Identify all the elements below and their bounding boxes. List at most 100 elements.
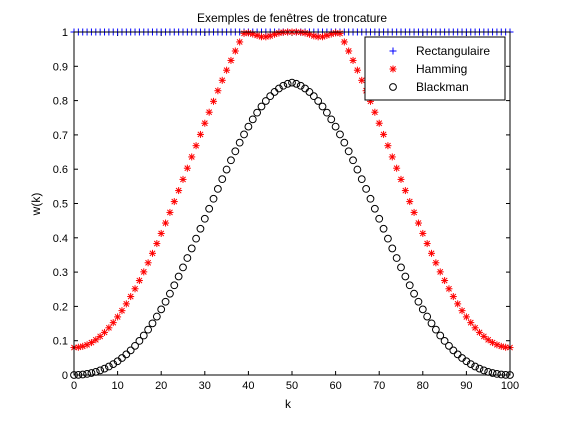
- point-blackman-87: [449, 346, 458, 355]
- y-tick-label-1: 0.1: [53, 336, 68, 348]
- point-hamming-4: [87, 339, 95, 347]
- point-hamming-40: [244, 29, 252, 37]
- point-hamming-71: [380, 130, 388, 138]
- point-hamming-12: [122, 300, 130, 308]
- point-blackman-47: [275, 84, 283, 93]
- point-hamming-34: [218, 76, 226, 84]
- point-hamming-63: [345, 47, 353, 55]
- point-hamming-76: [401, 187, 409, 195]
- point-blackman-26: [183, 254, 192, 262]
- point-blackman-39: [240, 130, 248, 139]
- point-hamming-20: [157, 229, 165, 237]
- point-hamming-36: [227, 56, 235, 64]
- point-hamming-11: [118, 307, 126, 315]
- point-blackman-76: [401, 272, 410, 281]
- x-axis-label: k: [285, 397, 292, 411]
- x-tick-label-8: 80: [417, 380, 429, 392]
- point-hamming-98: [497, 342, 505, 350]
- x-tick-label-5: 50: [286, 380, 298, 392]
- point-hamming-1: [74, 343, 82, 351]
- point-blackman-43: [257, 102, 266, 111]
- point-blackman-66: [357, 175, 366, 184]
- point-hamming-55: [310, 32, 318, 40]
- point-blackman-33: [213, 184, 222, 193]
- point-hamming-32: [210, 97, 218, 105]
- point-hamming-22: [166, 208, 174, 216]
- legend-label-blackman: Blackman: [416, 80, 469, 94]
- point-blackman-19: [152, 312, 161, 321]
- point-blackman-40: [244, 122, 253, 131]
- legend-box: [364, 36, 506, 101]
- point-hamming-13: [127, 293, 135, 301]
- point-hamming-8: [105, 324, 113, 332]
- point-blackman-37: [231, 147, 240, 156]
- point-blackman-72: [384, 234, 392, 243]
- point-hamming-88: [454, 300, 462, 308]
- legend-label-hamming: Hamming: [416, 62, 467, 76]
- point-blackman-51: [292, 79, 301, 88]
- point-blackman-35: [222, 165, 231, 174]
- point-blackman-25: [179, 263, 187, 272]
- point-blackman-27: [187, 244, 196, 253]
- point-hamming-65: [353, 66, 361, 74]
- point-blackman-28: [192, 234, 200, 243]
- legend-entries: Rectangulaire Hamming Blackman: [389, 44, 490, 94]
- point-blackman-7: [100, 364, 109, 373]
- point-hamming-74: [393, 164, 401, 172]
- point-hamming-15: [135, 277, 143, 285]
- point-blackman-58: [322, 108, 331, 117]
- point-hamming-87: [449, 293, 457, 301]
- point-hamming-19: [153, 240, 161, 248]
- series-hamming: [70, 28, 514, 352]
- legend-marker-hamming: [389, 65, 397, 73]
- point-blackman-70: [375, 214, 384, 223]
- point-blackman-97: [493, 370, 501, 378]
- point-hamming-21: [162, 219, 170, 227]
- point-blackman-60: [331, 122, 340, 131]
- point-blackman-83: [431, 325, 440, 334]
- point-hamming-69: [371, 108, 379, 116]
- point-hamming-91: [467, 319, 475, 327]
- point-blackman-69: [370, 204, 379, 213]
- y-tick-label-9: 0.9: [53, 61, 68, 73]
- point-hamming-70: [375, 119, 383, 127]
- point-hamming-30: [201, 119, 209, 127]
- point-blackman-52: [296, 81, 305, 90]
- x-tick-label-9: 90: [460, 380, 472, 392]
- point-blackman-67: [362, 184, 371, 193]
- point-blackman-23: [170, 281, 179, 290]
- point-blackman-50: [288, 78, 296, 87]
- legend-marker-blackman: [389, 83, 397, 91]
- point-hamming-28: [192, 142, 200, 150]
- point-blackman-80: [418, 305, 427, 314]
- point-blackman-4: [87, 369, 96, 377]
- point-hamming-84: [436, 268, 444, 276]
- point-blackman-84: [436, 331, 445, 340]
- point-blackman-8: [104, 362, 113, 371]
- point-blackman-63: [344, 147, 353, 156]
- point-hamming-93: [475, 328, 483, 336]
- point-blackman-18: [148, 319, 157, 328]
- point-blackman-96: [488, 369, 497, 377]
- point-hamming-94: [480, 332, 488, 340]
- y-tick-label-2: 0.2: [53, 301, 68, 313]
- point-hamming-37: [231, 47, 239, 55]
- point-blackman-3: [83, 370, 91, 378]
- point-blackman-22: [166, 289, 174, 298]
- point-blackman-74: [392, 254, 401, 262]
- point-blackman-34: [218, 175, 227, 184]
- point-blackman-94: [479, 366, 488, 375]
- point-hamming-38: [236, 38, 244, 46]
- point-hamming-72: [384, 142, 392, 150]
- point-blackman-12: [122, 350, 131, 359]
- point-hamming-23: [170, 198, 178, 206]
- point-blackman-93: [475, 364, 484, 373]
- point-hamming-24: [175, 187, 183, 195]
- point-hamming-10: [114, 313, 122, 321]
- y-tick-label-4: 0.4: [53, 233, 68, 245]
- point-blackman-29: [196, 224, 205, 233]
- series-blackman: [70, 78, 514, 379]
- point-hamming-31: [205, 108, 213, 116]
